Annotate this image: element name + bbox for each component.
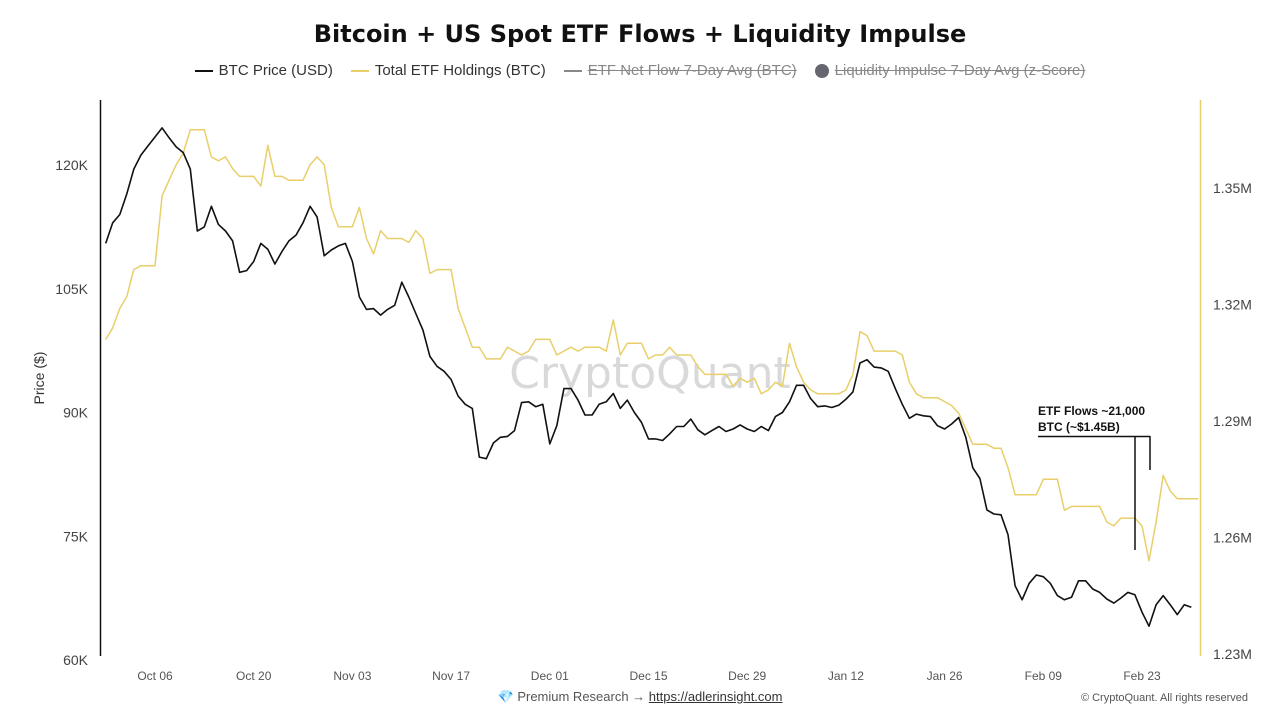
legend-label: ETF Net Flow 7-Day Avg (BTC) bbox=[587, 62, 797, 79]
legend-label: Liquidity Impulse 7-Day Avg (z-Score) bbox=[834, 62, 1086, 79]
x-tick-label: Feb 23 bbox=[1123, 669, 1161, 683]
copyright: © CryptoQuant. All rights reserved bbox=[1080, 692, 1248, 704]
y-right-tick-label: 1.26M bbox=[1213, 530, 1252, 546]
y-left-tick-label: 120K bbox=[55, 157, 88, 173]
btc-price-line bbox=[104, 127, 1192, 627]
legend-item-liquidity-impulse[interactable]: Liquidity Impulse 7-Day Avg (z-Score) bbox=[814, 62, 1086, 79]
footer-prefix: 💎 Premium Research → bbox=[497, 689, 649, 704]
annotation-text: BTC (~$1.45B) bbox=[1038, 420, 1120, 434]
y-right-tick-label: 1.23M bbox=[1213, 646, 1252, 662]
y-right-tick-label: 1.32M bbox=[1213, 297, 1252, 313]
chart-title: Bitcoin + US Spot ETF Flows + Liquidity … bbox=[313, 20, 967, 48]
x-tick-label: Dec 15 bbox=[629, 669, 667, 683]
y-left-tick-label: 75K bbox=[63, 528, 89, 544]
line-swatch-icon bbox=[194, 69, 213, 72]
legend-item-btc-price[interactable]: BTC Price (USD) bbox=[194, 62, 333, 79]
footer-link[interactable]: https://adlerinsight.com bbox=[648, 689, 783, 704]
footer: 💎 Premium Research → https://adlerinsigh… bbox=[0, 689, 1280, 705]
etf-holdings-line bbox=[105, 129, 1199, 562]
y-right-tick-label: 1.29M bbox=[1213, 413, 1252, 429]
x-tick-label: Oct 06 bbox=[137, 669, 173, 683]
x-tick-label: Oct 20 bbox=[236, 669, 272, 683]
legend-item-etf-net-flow[interactable]: ETF Net Flow 7-Day Avg (BTC) bbox=[563, 62, 797, 79]
y-right-tick-label: 1.35M bbox=[1213, 180, 1252, 196]
x-tick-label: Dec 29 bbox=[728, 669, 766, 683]
x-tick-label: Nov 17 bbox=[432, 669, 470, 683]
y-axis-label: Price ($) bbox=[31, 352, 47, 405]
x-tick-label: Jan 26 bbox=[927, 669, 963, 683]
watermark: CryptoQuant bbox=[509, 348, 791, 399]
chart-legend: BTC Price (USD) Total ETF Holdings (BTC)… bbox=[0, 62, 1280, 79]
x-tick-label: Nov 03 bbox=[333, 669, 371, 683]
line-swatch-icon bbox=[350, 69, 369, 72]
legend-item-etf-holdings[interactable]: Total ETF Holdings (BTC) bbox=[350, 62, 546, 79]
x-tick-label: Feb 09 bbox=[1025, 669, 1063, 683]
y-left-tick-label: 60K bbox=[63, 652, 89, 668]
y-left-tick-label: 90K bbox=[63, 405, 89, 421]
legend-label: Total ETF Holdings (BTC) bbox=[374, 62, 546, 79]
legend-label: BTC Price (USD) bbox=[218, 62, 333, 79]
x-tick-label: Jan 12 bbox=[828, 669, 864, 683]
y-left-tick-label: 105K bbox=[55, 281, 88, 297]
annotation-text: ETF Flows ~21,000 bbox=[1038, 404, 1145, 418]
x-tick-label: Dec 01 bbox=[531, 669, 569, 683]
line-swatch-icon bbox=[563, 69, 582, 72]
dot-swatch-icon bbox=[814, 63, 829, 78]
